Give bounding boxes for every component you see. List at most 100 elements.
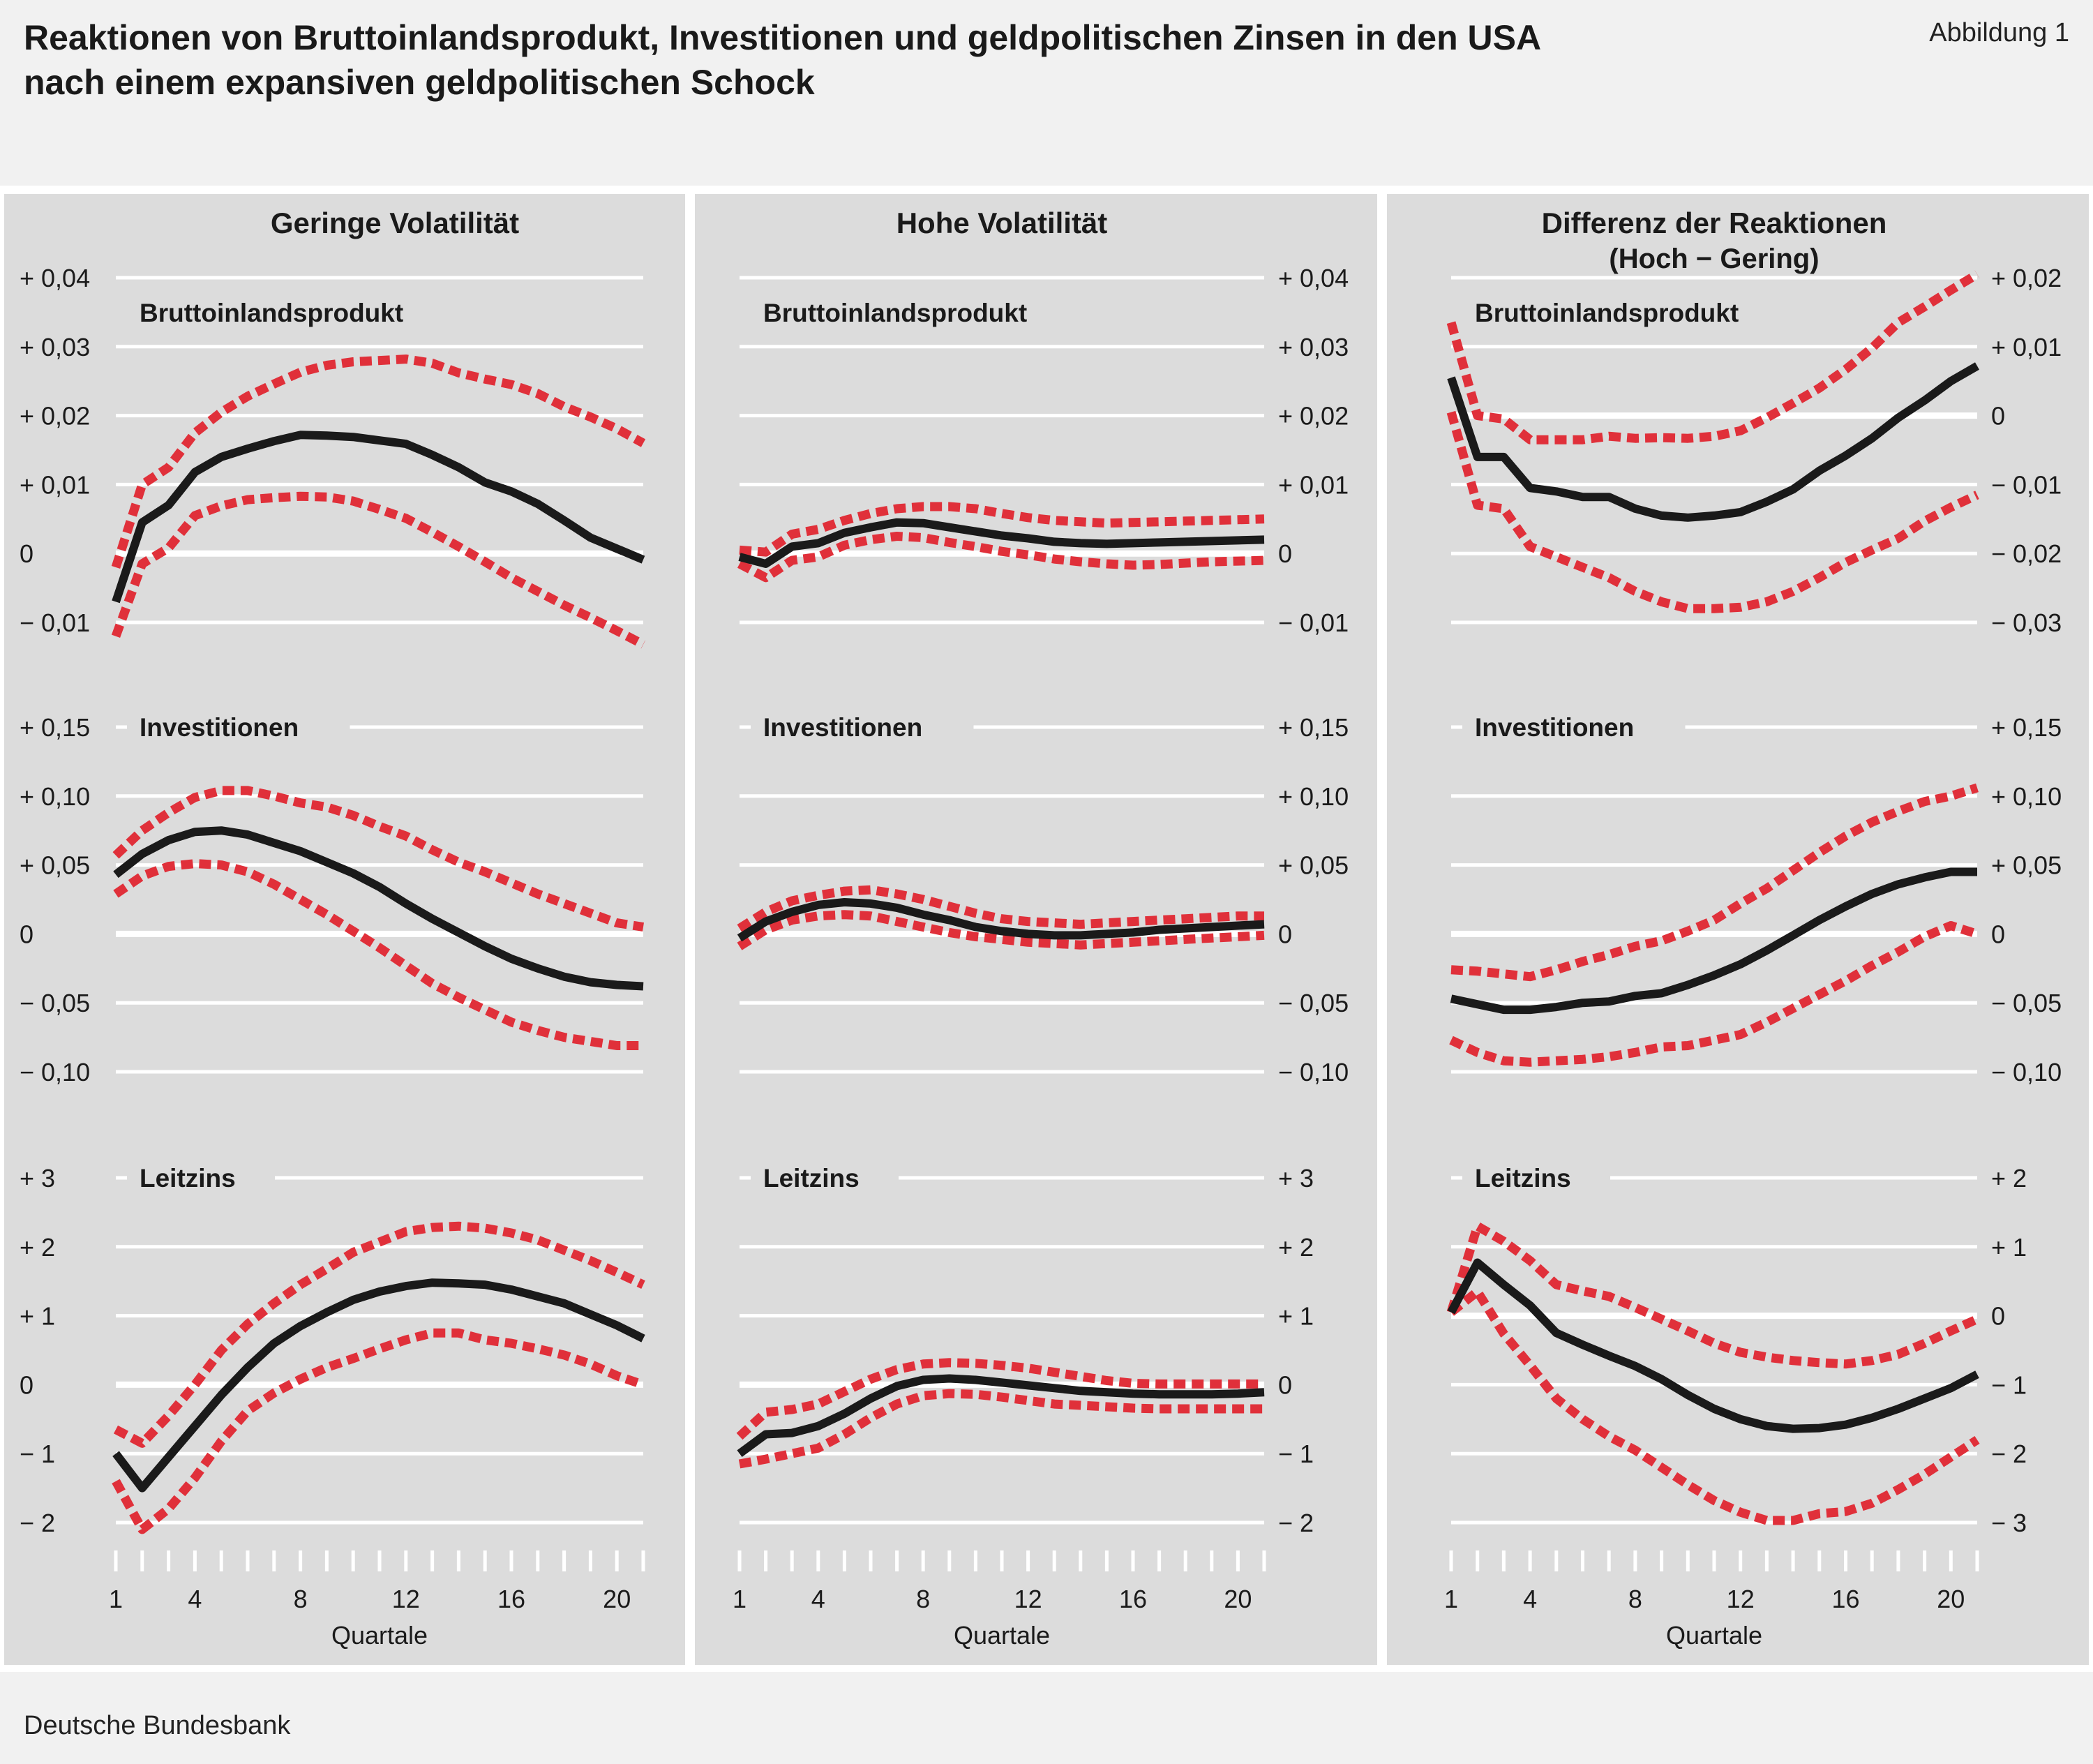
y-tick-label: − 0,10 xyxy=(1278,1058,1349,1086)
y-tick-label: + 0,05 xyxy=(20,851,90,880)
y-tick-label: − 0,02 xyxy=(1991,539,2062,568)
x-axis: 1 4 8 12 16 20 Quartale xyxy=(1444,1550,1979,1650)
upper-band-line xyxy=(739,502,1265,557)
x-tick-label: 12 xyxy=(392,1585,420,1613)
column-title: Hohe Volatilität xyxy=(897,207,1108,239)
row-label: Leitzins xyxy=(1475,1164,1571,1193)
row-label-bg xyxy=(751,709,974,745)
median-line xyxy=(737,1374,1265,1458)
upper-band-line xyxy=(1450,783,1979,982)
y-tick-label: − 0,10 xyxy=(20,1058,90,1086)
x-tick-label: 20 xyxy=(1224,1585,1252,1613)
y-tick-label: − 1 xyxy=(1991,1370,2027,1399)
y-tick-label: 0 xyxy=(1991,1302,2005,1331)
y-tick-label: + 0,05 xyxy=(1278,851,1349,880)
y-tick-label: + 0,01 xyxy=(1991,333,2062,361)
y-tick-label: − 0,05 xyxy=(1278,989,1349,1017)
x-tick-label: 16 xyxy=(497,1585,525,1613)
source-note: Deutsche Bundesbank xyxy=(24,1711,291,1740)
y-tick-label: + 0,10 xyxy=(1991,782,2062,811)
y-tick-label: − 2 xyxy=(20,1509,55,1537)
y-tick-label: − 0,05 xyxy=(20,989,90,1017)
y-tick-label: 0 xyxy=(1278,539,1292,568)
y-tick-label: + 0,15 xyxy=(1991,713,2062,742)
median-line xyxy=(738,518,1265,568)
panel: + 0,15 + 0,10 + 0,05 0 − 0,05 − 0,10 Investiti… xyxy=(737,709,1349,1086)
column-subtitle: (Hoch − Gering) xyxy=(1609,244,1819,274)
median-line xyxy=(1447,1258,1979,1433)
y-tick-label: − 2 xyxy=(1991,1440,2027,1468)
x-tick-label: 12 xyxy=(1014,1585,1042,1613)
y-tick-label: − 0,01 xyxy=(1991,470,2062,499)
y-tick-label: + 3 xyxy=(1278,1164,1314,1193)
panel: + 2 + 1 0 − 1 − 2 − 3 Leitzins xyxy=(1446,1160,2027,1537)
y-tick-label: + 1 xyxy=(20,1302,55,1331)
y-tick-label: + 1 xyxy=(1278,1302,1314,1331)
x-axis-title: Quartale xyxy=(331,1621,428,1650)
y-tick-label: − 0,03 xyxy=(1991,608,2062,637)
chart-title: Reaktionen von Bruttoinlandsprodukt, Inv… xyxy=(24,15,1838,105)
y-tick-label: − 3 xyxy=(1991,1509,2027,1537)
x-axis: 1 4 8 12 16 20 Quartale xyxy=(733,1550,1266,1650)
y-tick-label: + 0,05 xyxy=(1991,851,2062,880)
x-tick-label: 8 xyxy=(1628,1585,1642,1613)
row-label: Leitzins xyxy=(763,1164,860,1193)
y-tick-label: + 3 xyxy=(20,1164,55,1193)
row-label: Investitionen xyxy=(140,713,299,742)
row-label: Leitzins xyxy=(140,1164,236,1193)
row-label-bg xyxy=(127,709,350,745)
panel: + 0,04 + 0,03 + 0,02 + 0,01 0 − 0,01 Bruttoinl… xyxy=(20,264,646,649)
upper-band-line xyxy=(1446,1221,1979,1369)
lower-band-line xyxy=(113,859,643,1050)
y-tick-label: + 1 xyxy=(1991,1233,2027,1262)
panel: + 0,15 + 0,10 + 0,05 0 − 0,05 − 0,10 Investiti… xyxy=(20,709,645,1086)
y-tick-label: + 0,01 xyxy=(1278,470,1349,499)
y-tick-label: 0 xyxy=(20,539,33,568)
median-line xyxy=(737,898,1265,942)
upper-band-line xyxy=(1446,270,1980,444)
y-tick-label: + 0,15 xyxy=(1278,713,1349,742)
x-tick-label: 1 xyxy=(733,1585,747,1613)
row-label-bg xyxy=(751,1160,899,1196)
panel: + 3 + 2 + 1 0 − 1 − 2 Leitzins xyxy=(20,1160,645,1537)
lower-band-line xyxy=(1449,921,1979,1067)
row-label-bg xyxy=(127,294,455,331)
x-tick-label: 20 xyxy=(603,1585,631,1613)
x-tick-label: 4 xyxy=(811,1585,825,1613)
x-axis-title: Quartale xyxy=(1666,1621,1762,1650)
y-tick-label: − 0,01 xyxy=(20,608,90,637)
x-tick-label: 4 xyxy=(188,1585,202,1613)
x-tick-label: 20 xyxy=(1937,1585,1965,1613)
y-tick-label: − 1 xyxy=(20,1440,55,1468)
y-tick-label: − 0,05 xyxy=(1991,989,2062,1017)
y-tick-label: + 0,03 xyxy=(20,333,90,361)
y-tick-label: 0 xyxy=(1991,920,2005,948)
chart-title-line2: nach einem expansiven geldpolitischen Sc… xyxy=(24,63,815,102)
lower-band-line xyxy=(737,532,1265,583)
panel: + 0,15 + 0,10 + 0,05 0 − 0,05 − 0,10 Investiti… xyxy=(1449,709,2062,1086)
lower-band-line xyxy=(737,910,1265,950)
row-label: Investitionen xyxy=(1475,713,1634,742)
row-label: Investitionen xyxy=(763,713,922,742)
y-tick-label: + 2 xyxy=(1278,1233,1314,1262)
median-line xyxy=(112,431,645,604)
row-label-bg xyxy=(1462,1160,1610,1196)
upper-band-line xyxy=(113,1221,645,1448)
median-line xyxy=(1447,362,1979,522)
lower-band-line xyxy=(1448,1287,1980,1525)
upper-band-line xyxy=(111,354,646,569)
panel: + 0,02 + 0,01 0 − 0,01 − 0,02 − 0,03 Bruttoinl… xyxy=(1446,264,2062,637)
upper-band-line xyxy=(112,786,645,932)
median-line xyxy=(1450,867,1977,1015)
median-line xyxy=(113,826,644,991)
y-tick-label: − 0,10 xyxy=(1991,1058,2062,1086)
column-title: Geringe Volatilität xyxy=(271,207,519,239)
y-tick-label: − 1 xyxy=(1278,1440,1314,1468)
y-tick-label: 0 xyxy=(1278,920,1292,948)
row-label: Bruttoinlandsprodukt xyxy=(1475,299,1739,327)
x-tick-label: 4 xyxy=(1523,1585,1537,1613)
row-label: Bruttoinlandsprodukt xyxy=(763,299,1027,327)
median-line xyxy=(112,1278,645,1493)
x-tick-label: 8 xyxy=(916,1585,930,1613)
